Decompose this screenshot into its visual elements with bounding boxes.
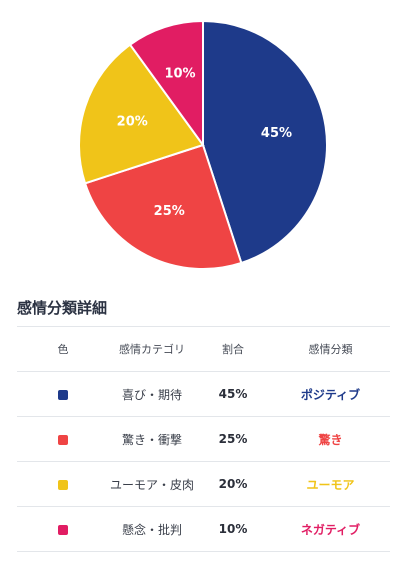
slice-label: 45%: [261, 126, 292, 141]
table-row: 懸念・批判 10% ネガティブ: [17, 506, 390, 552]
class-cell: ポジティブ: [271, 371, 390, 417]
slice-label: 25%: [154, 204, 185, 219]
ratio-cell: 25%: [195, 416, 271, 462]
ratio-cell: 20%: [195, 461, 271, 507]
class-cell: ユーモア: [271, 461, 390, 507]
pie-chart: 45% 25% 20% 10%: [0, 0, 405, 280]
header-class: 感情分類: [271, 326, 390, 372]
header-color: 色: [17, 326, 109, 372]
color-cell: [17, 416, 109, 462]
color-cell: [17, 506, 109, 552]
color-swatch: [58, 479, 68, 490]
slice-label: 10%: [164, 67, 195, 82]
class-cell: ネガティブ: [271, 506, 390, 552]
emotion-cell: 喜び・期待: [109, 371, 195, 417]
emotion-cell: ユーモア・皮肉: [109, 461, 195, 507]
table-row: 喜び・期待 45% ポジティブ: [17, 371, 390, 417]
emotion-table: 色 感情カテゴリ 割合 感情分類 喜び・期待 45% ポジティブ 驚き・衝撃 2…: [17, 326, 390, 552]
color-swatch: [58, 524, 68, 535]
class-cell: 驚き: [271, 416, 390, 462]
header-ratio: 割合: [195, 326, 271, 372]
ratio-cell: 45%: [195, 371, 271, 417]
color-cell: [17, 461, 109, 507]
color-swatch: [58, 389, 68, 400]
slice-label: 20%: [117, 115, 148, 130]
pie-slice: [128, 19, 204, 149]
pie-slice: [83, 143, 243, 270]
pie-slice: [202, 19, 328, 265]
color-cell: [17, 371, 109, 417]
header-emotion: 感情カテゴリ: [109, 326, 195, 372]
emotion-cell: 驚き・衝撃: [109, 416, 195, 462]
pie-chart-svg: 45% 25% 20% 10%: [78, 19, 328, 270]
emotion-cell: 懸念・批判: [109, 506, 195, 552]
color-swatch: [58, 434, 68, 445]
table-row: ユーモア・皮肉 20% ユーモア: [17, 461, 390, 507]
section-title: 感情分類詳細: [17, 299, 108, 317]
pie-slice: [78, 43, 205, 185]
table-row: 驚き・衝撃 25% 驚き: [17, 416, 390, 462]
ratio-cell: 10%: [195, 506, 271, 552]
table-header-row: 色 感情カテゴリ 割合 感情分類: [17, 326, 390, 372]
